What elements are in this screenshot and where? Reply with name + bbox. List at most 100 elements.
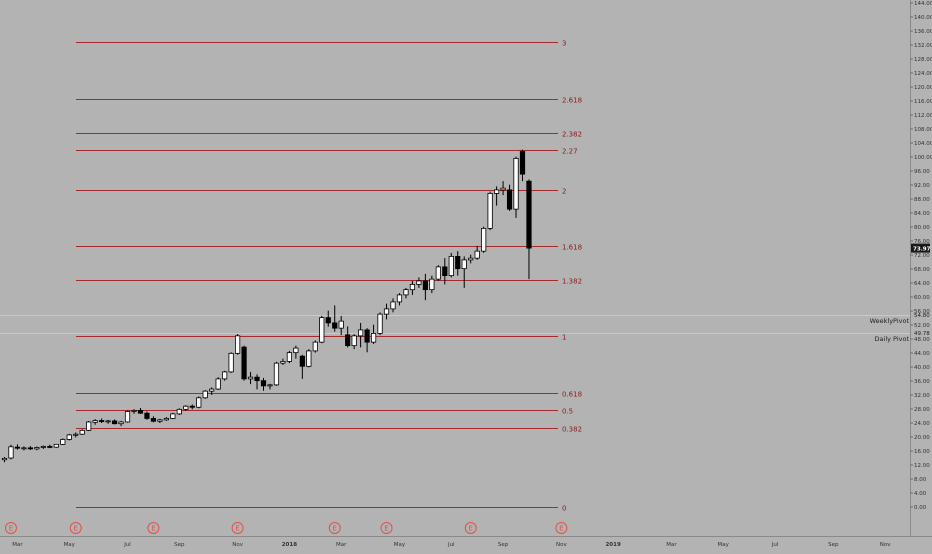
earnings-icon bbox=[464, 522, 477, 534]
earnings-marker: E bbox=[464, 522, 477, 534]
price-tick-label: 76.00 bbox=[914, 239, 930, 245]
candle-up bbox=[86, 421, 92, 431]
candle-down bbox=[455, 255, 461, 270]
candle-up bbox=[202, 390, 208, 399]
earnings-icon bbox=[147, 522, 160, 534]
candle-up bbox=[124, 411, 131, 423]
candle-up bbox=[215, 378, 221, 390]
candle-down bbox=[260, 380, 267, 387]
candle-up bbox=[403, 289, 409, 296]
earnings-marker: E bbox=[4, 522, 17, 534]
pivot-value: 54.80 bbox=[914, 313, 930, 319]
candle-up bbox=[273, 362, 280, 386]
time-axis-label: 2019 bbox=[605, 542, 620, 548]
price-tick-label: 104.00 bbox=[914, 141, 932, 147]
candle-up bbox=[448, 255, 454, 277]
candlestick-series bbox=[1, 149, 532, 463]
time-axis-label: Nov bbox=[232, 542, 243, 548]
candle-up bbox=[416, 280, 422, 285]
fib-level-label: 0.5 bbox=[562, 408, 573, 416]
fib-level-label: 2 bbox=[562, 188, 566, 196]
price-axis-labels: WeeklyPivot 54.80 Daily Pivot 49.78 73.97 bbox=[870, 243, 931, 343]
earnings-marker: E bbox=[69, 522, 82, 534]
time-axis-label: Jul bbox=[447, 542, 455, 548]
candle-up bbox=[131, 409, 137, 412]
price-tick-label: 128.00 bbox=[914, 57, 932, 63]
candle-up bbox=[53, 443, 59, 448]
candle-up bbox=[493, 189, 500, 194]
fib-level-label: 0.618 bbox=[562, 391, 582, 399]
earnings-icon bbox=[555, 522, 568, 534]
time-axis-label: Sep bbox=[828, 542, 839, 548]
candle-down bbox=[519, 150, 526, 175]
earnings-label: E bbox=[468, 525, 472, 533]
candle-up bbox=[157, 419, 163, 422]
candle-up bbox=[105, 420, 111, 423]
candle-up bbox=[513, 157, 519, 210]
earnings-label: E bbox=[333, 525, 337, 533]
candle-up bbox=[60, 439, 66, 445]
pivot-label: Daily Pivot bbox=[875, 335, 910, 343]
price-tick-label: 84.00 bbox=[914, 211, 930, 217]
candle-down bbox=[99, 420, 105, 422]
candle-up bbox=[222, 371, 228, 380]
price-tick-label: 136.00 bbox=[914, 29, 932, 35]
price-tick-label: 108.00 bbox=[914, 127, 932, 133]
candle-up bbox=[176, 408, 182, 415]
candle-up bbox=[66, 434, 72, 440]
time-axis-label: Mar bbox=[336, 542, 347, 548]
candle-down bbox=[14, 446, 21, 449]
earnings-marker: E bbox=[380, 522, 393, 534]
candle-up bbox=[429, 278, 435, 291]
price-axis[interactable]: 0.00 4.00 8.00 12.00 16.00 20.00 24.00 28.00 32.… bbox=[910, 1, 932, 511]
candle-up bbox=[396, 294, 403, 303]
earnings-label: E bbox=[9, 525, 13, 533]
time-axis-label: 2018 bbox=[282, 542, 297, 548]
fib-level-label: 0.382 bbox=[562, 426, 582, 434]
candle-down bbox=[137, 409, 144, 414]
candle-down bbox=[442, 266, 448, 277]
candle-down bbox=[189, 405, 195, 408]
price-tick-label: 140.00 bbox=[914, 15, 932, 21]
candle-up bbox=[280, 360, 286, 364]
earnings-icon bbox=[328, 522, 341, 534]
pivot-value: 49.78 bbox=[914, 331, 930, 337]
earnings-label: E bbox=[384, 525, 388, 533]
candle-down bbox=[144, 412, 150, 419]
candle-up bbox=[409, 283, 416, 291]
fib-level-label: 1 bbox=[562, 334, 566, 342]
candle-up bbox=[487, 192, 493, 229]
candle-down bbox=[150, 418, 157, 422]
candle-down bbox=[325, 317, 331, 324]
candle-up bbox=[461, 259, 467, 270]
candle-up bbox=[481, 227, 487, 252]
candle-up bbox=[209, 388, 215, 392]
earnings-marker: E bbox=[328, 522, 341, 534]
candle-up bbox=[468, 257, 474, 261]
time-axis[interactable]: Mar May Jul Sep Nov 2018 Mar May Jul Sep Nov 2019 Ma… bbox=[12, 542, 891, 548]
fib-level-label: 1.382 bbox=[562, 278, 582, 286]
candle-up bbox=[40, 446, 46, 448]
price-tick-label: 48.00 bbox=[914, 337, 930, 343]
price-tick-label: 124.00 bbox=[914, 71, 932, 77]
candle-up bbox=[196, 397, 202, 408]
price-tick-label: 4.00 bbox=[914, 491, 927, 497]
price-tick-label: 20.00 bbox=[914, 435, 930, 441]
time-axis-label: May bbox=[718, 542, 730, 548]
candle-up bbox=[500, 187, 506, 191]
price-tick-label: 100.00 bbox=[914, 155, 932, 161]
candle-up bbox=[390, 301, 396, 310]
time-axis-label: Sep bbox=[174, 542, 185, 548]
candle-up bbox=[267, 384, 273, 387]
candle-down bbox=[299, 355, 305, 367]
earnings-icon bbox=[231, 522, 244, 534]
time-axis-label: May bbox=[64, 542, 76, 548]
price-tick-label: 112.00 bbox=[914, 113, 932, 119]
candle-down bbox=[27, 447, 34, 450]
candle-up bbox=[351, 335, 357, 347]
price-tick-label: 96.00 bbox=[914, 169, 930, 175]
